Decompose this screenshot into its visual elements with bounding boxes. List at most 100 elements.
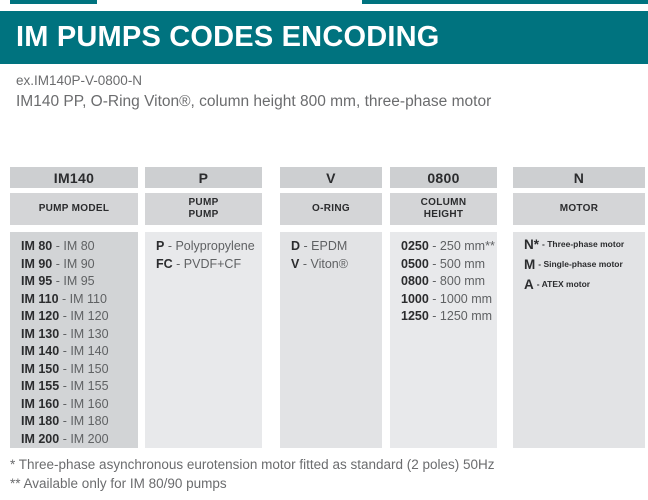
entry-value: - 500 mm xyxy=(428,256,486,271)
entry-value: - IM 200 xyxy=(59,431,109,446)
entry-value: - Single-phase motor xyxy=(538,259,623,269)
entry-code: M xyxy=(524,257,536,272)
entry-value: - IM 160 xyxy=(59,396,109,411)
entry-code: FC xyxy=(156,256,173,271)
column-code: V xyxy=(326,169,336,186)
column-label-line: PUMP MODEL xyxy=(38,203,110,214)
entry-value: - IM 140 xyxy=(59,344,109,358)
code-entry: 0800 - 800 mm xyxy=(401,273,493,291)
entry-value: - 1000 mm xyxy=(428,291,493,306)
example-block: ex.IM140P-V-0800-N IM140 PP, O-Ring Vito… xyxy=(16,72,491,112)
code-entry: D - EPDM xyxy=(291,238,378,256)
column-label-line: HEIGHT xyxy=(423,209,464,220)
column-label-cell: O-RING xyxy=(280,193,382,225)
code-entry: FC - PVDF+CF xyxy=(156,256,258,274)
title-bar: IM PUMPS CODES ENCODING xyxy=(0,11,648,64)
entry-code: 1250 xyxy=(401,309,429,323)
entry-code: V xyxy=(291,256,300,271)
entry-code: 0500 xyxy=(401,256,429,271)
top-edge-teal-sliver-left xyxy=(10,0,97,4)
entry-code: IM 180 xyxy=(21,414,60,428)
entry-value: - IM 155 xyxy=(59,379,109,393)
entry-code: IM 150 xyxy=(21,361,60,376)
code-entry: 0500 - 500 mm xyxy=(401,256,493,274)
entry-value: - IM 90 xyxy=(52,256,95,271)
example-code: ex.IM140P-V-0800-N xyxy=(16,73,143,88)
entry-value: - IM 180 xyxy=(59,414,109,428)
entry-value: - IM 80 xyxy=(52,239,95,253)
code-entry: IM 200 - IM 200 xyxy=(21,431,134,449)
code-entry: IM 95 - IM 95 xyxy=(21,273,134,291)
entry-code: N* xyxy=(524,237,540,252)
entry-value: - EPDM xyxy=(300,239,348,253)
entry-value: - IM 120 xyxy=(59,309,109,323)
entry-code: IM 95 xyxy=(21,274,53,288)
code-entry: IM 130 - IM 130 xyxy=(21,326,134,344)
entry-code: IM 120 xyxy=(21,309,60,323)
column-code: 0800 xyxy=(427,169,460,186)
code-entry: IM 80 - IM 80 xyxy=(21,238,134,256)
column-code-cell: N xyxy=(513,167,645,188)
entry-code: 0250 xyxy=(401,239,429,253)
footnote-1: * Three-phase asynchronous eurotension m… xyxy=(10,457,495,472)
column-code: IM140 xyxy=(53,169,95,186)
code-entry: 0250 - 250 mm** xyxy=(401,238,495,256)
entry-code: IM 130 xyxy=(21,326,60,341)
column-label-cell: MOTOR xyxy=(513,193,645,225)
code-entry: IM 180 - IM 180 xyxy=(21,413,134,431)
entry-value: - ATEX motor xyxy=(536,279,591,289)
motor-entry: A- ATEX motor xyxy=(524,278,641,298)
code-entry: IM 90 - IM 90 xyxy=(21,256,134,274)
code-entry: 1000 - 1000 mm xyxy=(401,291,493,309)
code-entry: IM 140 - IM 140 xyxy=(21,343,134,361)
entry-value: - IM 110 xyxy=(58,291,107,306)
column-label-line: PUMP xyxy=(188,197,219,208)
column-body-cell: P - Polypropylene FC - PVDF+CF xyxy=(145,232,262,448)
code-entry: 1250 - 1250 mm xyxy=(401,308,493,326)
entry-value: - IM 95 xyxy=(52,274,95,288)
code-entry: IM 155 - IM 155 xyxy=(21,378,134,396)
code-entry: IM 150 - IM 150 xyxy=(21,361,134,379)
entry-value: - 250 mm** xyxy=(428,239,495,253)
column-label-cell: COLUMN HEIGHT xyxy=(390,193,497,225)
motor-entry: M- Single-phase motor xyxy=(524,258,641,278)
entry-code: IM 155 xyxy=(21,379,60,393)
entry-code: IM 160 xyxy=(21,396,60,411)
entry-value: - PVDF+CF xyxy=(172,256,242,271)
entry-value: - IM 130 xyxy=(59,326,109,341)
code-entry: V - Viton® xyxy=(291,256,378,274)
column-label-line: O-RING xyxy=(312,203,350,214)
entry-value: - Viton® xyxy=(299,256,348,271)
column-code: P xyxy=(198,169,209,186)
column-body-cell: N* - Three-phase motor M - Single-phase mot… xyxy=(513,232,645,448)
column-label-cell: PUMP MODEL xyxy=(10,193,138,225)
footnote-2: ** Available only for IM 80/90 pumps xyxy=(10,476,227,491)
column-code-cell: P xyxy=(145,167,262,188)
column-code-cell: IM140 xyxy=(10,167,138,188)
footnotes: * Three-phase asynchronous eurotension m… xyxy=(10,455,495,493)
column-label-cell: PUMP PUMP xyxy=(145,193,262,225)
entry-code: P xyxy=(156,239,165,253)
code-entry: P - Polypropylene xyxy=(156,238,258,256)
entry-code: IM 140 xyxy=(21,344,60,358)
column-body-cell: IM 80 - IM 80 IM 90 - IM 90 IM 95 - IM 95 I… xyxy=(10,232,138,448)
entry-value: - 800 mm xyxy=(428,274,486,288)
entry-value: - Three-phase motor xyxy=(542,239,625,249)
column-label-line: MOTOR xyxy=(559,203,599,214)
example-description: IM140 PP, O-Ring Viton®, column height 8… xyxy=(16,93,492,110)
code-entry: IM 160 - IM 160 xyxy=(21,396,134,414)
column-code-cell: V xyxy=(280,167,382,188)
entry-code: 1000 xyxy=(401,291,429,306)
entry-code: IM 110 xyxy=(21,291,59,306)
code-entry: IM 120 - IM 120 xyxy=(21,308,134,326)
top-edge-teal-sliver-right xyxy=(362,0,648,4)
column-label-line: COLUMN xyxy=(420,197,467,208)
code-entry: IM 110 - IM 110 xyxy=(21,291,134,309)
motor-entry: N* - Three-phase motor xyxy=(524,238,641,258)
column-body-cell: 0250 - 250 mm** 0500 - 500 mm 0800 - 800 m… xyxy=(390,232,497,448)
column-label-line: PUMP xyxy=(188,209,219,220)
entry-code: IM 80 xyxy=(21,239,53,253)
entry-code: 0800 xyxy=(401,274,429,288)
entry-code: A xyxy=(524,277,534,292)
